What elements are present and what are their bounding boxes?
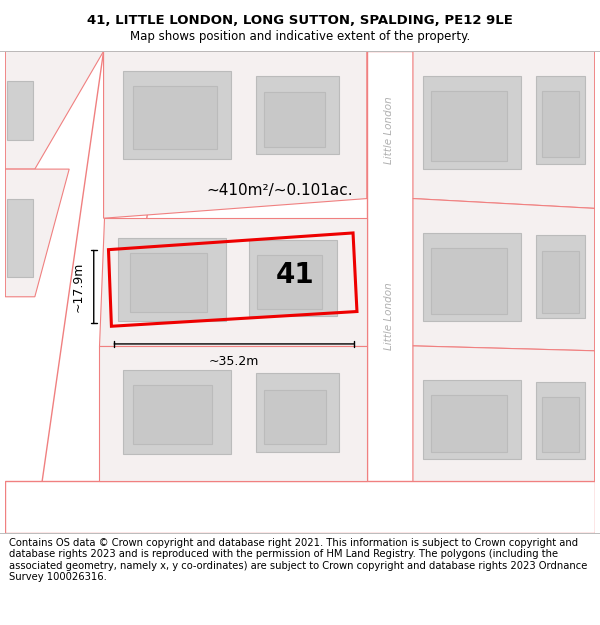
Bar [123,71,231,159]
Bar [263,92,325,146]
Bar [536,235,585,318]
Bar [123,371,231,454]
Text: Little London: Little London [385,96,394,164]
Polygon shape [98,346,367,481]
Bar [257,254,322,309]
Text: Map shows position and indicative extent of the property.: Map shows position and indicative extent… [130,30,470,43]
Bar [7,81,33,139]
Bar [133,86,217,149]
Polygon shape [413,199,595,351]
Bar [423,76,521,169]
Polygon shape [5,481,595,532]
Bar [536,76,585,164]
Text: 41: 41 [276,261,314,289]
Bar [130,253,206,311]
Bar [118,238,226,321]
Text: Contains OS data © Crown copyright and database right 2021. This information is : Contains OS data © Crown copyright and d… [9,538,587,582]
Bar [249,240,337,316]
Text: 41, LITTLE LONDON, LONG SUTTON, SPALDING, PE12 9LE: 41, LITTLE LONDON, LONG SUTTON, SPALDING… [87,14,513,27]
Bar [133,385,212,444]
Polygon shape [104,51,367,218]
Polygon shape [5,51,104,169]
Text: ~410m²/~0.101ac.: ~410m²/~0.101ac. [206,183,353,198]
Bar [542,91,579,158]
Bar [263,390,326,444]
Text: ~35.2m: ~35.2m [209,355,259,368]
Bar [431,395,507,452]
Bar [542,397,579,452]
Bar [256,76,339,154]
Bar [7,199,33,277]
Bar [431,91,507,161]
Bar [431,248,507,314]
Polygon shape [5,169,69,297]
Bar [256,373,339,452]
Bar [423,380,521,459]
Polygon shape [98,218,367,346]
Text: ~17.9m: ~17.9m [71,262,85,312]
Bar [423,233,521,321]
Polygon shape [5,51,595,532]
Bar [542,251,579,312]
Text: Little London: Little London [385,282,394,350]
Polygon shape [413,346,595,481]
Polygon shape [35,51,172,532]
Polygon shape [413,51,595,208]
Polygon shape [367,51,413,532]
Bar [536,382,585,459]
